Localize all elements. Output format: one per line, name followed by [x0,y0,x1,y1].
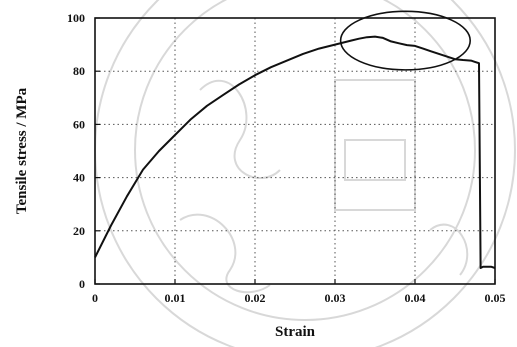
x-tick-label: 0 [92,291,98,305]
y-tick-label: 0 [79,277,85,291]
x-tick-label: 0.01 [165,291,186,305]
annotation-group [339,10,471,71]
y-axis-ticks: 0 20 40 60 80 100 [67,11,100,291]
y-tick-label: 80 [73,64,85,78]
x-axis-ticks: 0 0.01 0.02 0.03 0.04 0.05 [92,279,506,305]
x-axis-label: Strain [275,324,316,340]
y-tick-label: 60 [73,117,85,131]
plot-frame [94,17,496,285]
x-tick-label: 0.03 [325,291,346,305]
y-axis-label: Tensile stress / MPa [14,87,30,214]
y-tick-label: 20 [73,224,85,238]
watermark-seal [94,0,516,347]
series-line [94,35,496,269]
highlight-ellipse [339,10,471,71]
grid-lines [95,18,495,284]
x-tick-label: 0.02 [245,291,266,305]
y-tick-label: 40 [73,171,85,185]
x-tick-label: 0.05 [485,291,506,305]
series-group [94,35,496,269]
y-tick-label: 100 [67,11,85,25]
x-tick-label: 0.04 [405,291,426,305]
